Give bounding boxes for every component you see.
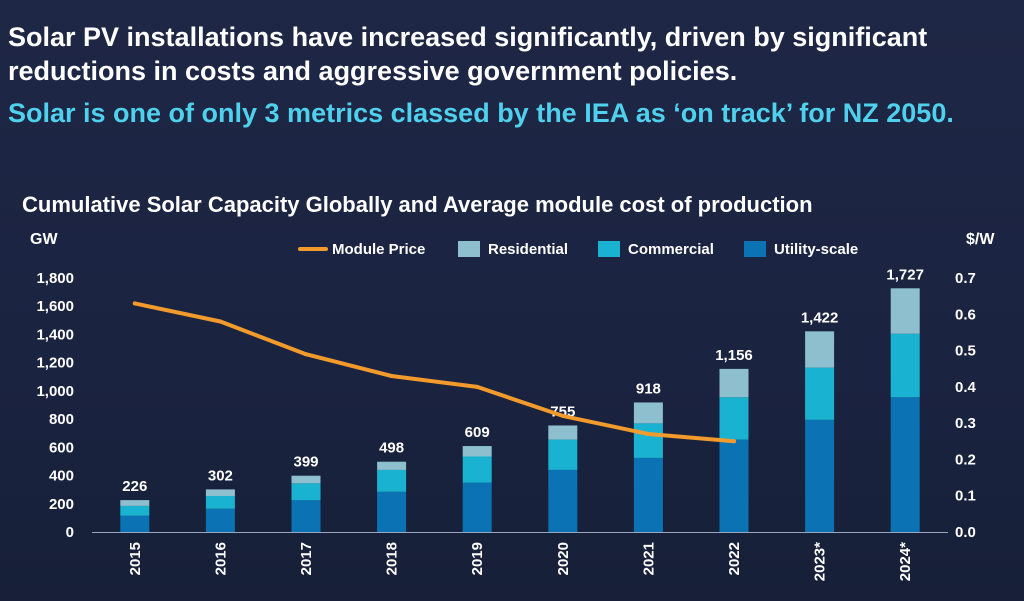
x-tick-label-2021: 2021 bbox=[640, 542, 657, 575]
module-price-point-2017 bbox=[304, 352, 308, 357]
y-axis-unit-label: GW bbox=[30, 231, 58, 248]
y2-tick-label: 0.2 bbox=[955, 451, 976, 468]
x-tick-label-2016: 2016 bbox=[212, 542, 229, 575]
y2-tick-label: 0.4 bbox=[955, 379, 977, 396]
bar-utility-scale-2019 bbox=[462, 482, 492, 532]
legend-swatch-residential bbox=[458, 241, 480, 257]
bar-commercial-2023 bbox=[805, 367, 835, 420]
bar-utility-scale-2024 bbox=[890, 397, 920, 532]
legend-label-utility-scale: Utility-scale bbox=[774, 241, 858, 258]
chart-legend: Module Price Residential Commercial Utility… bbox=[298, 241, 858, 258]
bar-utility-scale-2017 bbox=[291, 500, 321, 532]
total-label-2017: 399 bbox=[293, 454, 318, 471]
total-label-2022: 1,156 bbox=[715, 347, 753, 364]
legend-swatch-commercial bbox=[598, 241, 620, 257]
bar-commercial-2016 bbox=[205, 496, 235, 509]
y-tick-label: 0 bbox=[66, 524, 74, 541]
x-tick-label-2017: 2017 bbox=[298, 542, 315, 575]
module-price-point-2020 bbox=[560, 413, 565, 418]
y-tick-label: 1,400 bbox=[36, 326, 74, 343]
bar-utility-scale-2023 bbox=[805, 419, 835, 532]
bar-utility-scale-2021 bbox=[633, 457, 663, 532]
subheadline: Solar is one of only 3 metrics classed b… bbox=[8, 98, 954, 128]
module-price-point-2021 bbox=[646, 432, 651, 437]
bar-commercial-2015 bbox=[120, 505, 150, 516]
total-label-2015: 226 bbox=[122, 478, 147, 495]
module-price-point-2022 bbox=[732, 439, 736, 444]
headline: Solar PV installations have increased si… bbox=[8, 22, 928, 86]
bar-residential-2017 bbox=[291, 475, 321, 484]
y2-axis-ticks: 0.0 0.1 0.2 0.3 0.4 0.5 0.6 0.7 bbox=[955, 270, 977, 541]
y-tick-label: 800 bbox=[49, 411, 74, 428]
module-price-line bbox=[132, 301, 736, 444]
bar-series bbox=[120, 288, 920, 532]
bar-residential-2016 bbox=[205, 489, 235, 497]
x-tick-label-2020: 2020 bbox=[555, 542, 572, 575]
bar-residential-2020 bbox=[548, 425, 578, 440]
legend-label-residential: Residential bbox=[488, 241, 568, 258]
bar-utility-scale-2022 bbox=[719, 439, 749, 532]
bar-residential-2024 bbox=[890, 288, 920, 334]
module-price-point-2019 bbox=[475, 384, 480, 389]
module-price-point-2015 bbox=[132, 301, 137, 306]
bar-commercial-2019 bbox=[462, 456, 492, 483]
y-tick-label: 400 bbox=[49, 468, 74, 485]
bar-residential-2019 bbox=[462, 446, 492, 457]
y2-tick-label: 0.6 bbox=[955, 306, 976, 323]
total-label-2019: 609 bbox=[465, 424, 490, 441]
legend-swatch-utility-scale bbox=[744, 241, 766, 257]
bar-residential-2023 bbox=[805, 331, 835, 368]
legend-label-module-price: Module Price bbox=[332, 241, 425, 258]
chart-title: Cumulative Solar Capacity Globally and A… bbox=[22, 192, 813, 217]
y-tick-label: 200 bbox=[49, 496, 74, 513]
total-label-2016: 302 bbox=[208, 467, 233, 484]
bar-commercial-2024 bbox=[890, 333, 920, 398]
y2-tick-label: 0.3 bbox=[955, 415, 976, 432]
bar-commercial-2017 bbox=[291, 483, 321, 501]
bar-residential-2022 bbox=[719, 368, 749, 398]
legend-label-commercial: Commercial bbox=[628, 241, 714, 258]
module-price-point-2018 bbox=[389, 373, 394, 378]
y-tick-label: 1,000 bbox=[36, 383, 74, 400]
bar-commercial-2018 bbox=[377, 469, 407, 492]
bar-utility-scale-2020 bbox=[548, 469, 578, 532]
bar-commercial-2021 bbox=[633, 423, 663, 458]
bar-commercial-2020 bbox=[548, 439, 578, 470]
x-tick-label-2018: 2018 bbox=[384, 542, 401, 575]
x-tick-label-2023: 2023* bbox=[812, 542, 829, 581]
bar-utility-scale-2015 bbox=[120, 515, 150, 532]
y-axis-ticks: 0 200 400 600 800 1,000 1,200 1,400 1,600 1,800 bbox=[36, 270, 74, 541]
x-axis: 2015 2016 2017 2018 2019 2020 2021 2022 2023* 202… bbox=[92, 532, 948, 581]
bar-utility-scale-2016 bbox=[205, 508, 235, 532]
total-label-2023: 1,422 bbox=[801, 309, 839, 326]
x-tick-label-2019: 2019 bbox=[469, 542, 486, 575]
total-label-2024: 1,727 bbox=[886, 266, 924, 283]
y2-tick-label: 0.7 bbox=[955, 270, 976, 287]
bar-residential-2021 bbox=[633, 402, 663, 424]
y2-tick-label: 0.5 bbox=[955, 343, 976, 360]
bar-commercial-2022 bbox=[719, 397, 749, 440]
module-price-point-2016 bbox=[218, 319, 223, 324]
y2-tick-label: 0.0 bbox=[955, 524, 976, 541]
y2-axis-unit-label: $/W bbox=[966, 231, 995, 248]
module-price-polyline bbox=[132, 301, 736, 444]
x-tick-label-2024: 2024* bbox=[897, 542, 914, 581]
bar-residential-2018 bbox=[377, 461, 407, 470]
bar-utility-scale-2018 bbox=[377, 491, 407, 532]
x-tick-label-2022: 2022 bbox=[726, 542, 743, 575]
total-label-2018: 498 bbox=[379, 440, 404, 457]
y-tick-label: 1,600 bbox=[36, 298, 74, 315]
bar-residential-2015 bbox=[120, 500, 150, 506]
y-tick-label: 1,200 bbox=[36, 355, 74, 372]
x-tick-label-2015: 2015 bbox=[127, 542, 144, 575]
y-tick-label: 600 bbox=[49, 439, 74, 456]
y-tick-label: 1,800 bbox=[36, 270, 74, 287]
y2-tick-label: 0.1 bbox=[955, 488, 976, 505]
total-label-2021: 918 bbox=[636, 380, 661, 397]
